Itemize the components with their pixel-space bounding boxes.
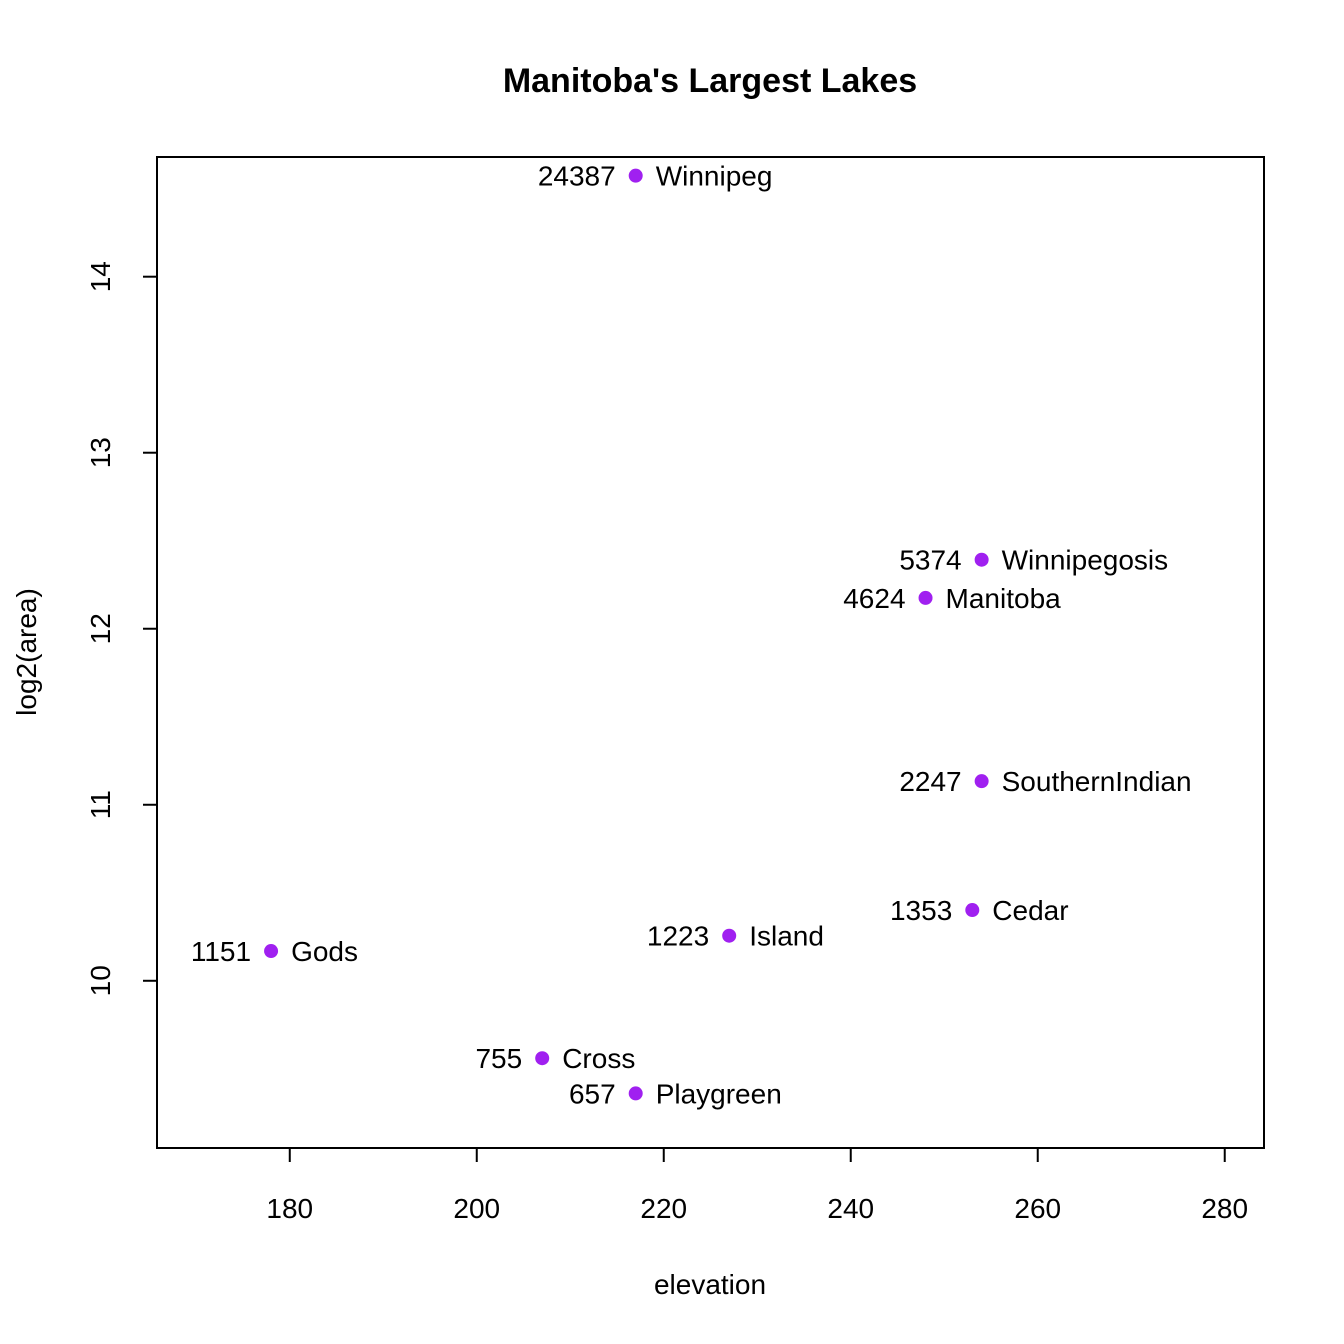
x-tick-label: 200: [453, 1193, 500, 1224]
point-area-label: 5374: [899, 545, 961, 576]
point-area-label: 657: [569, 1078, 616, 1109]
data-point: [535, 1051, 550, 1066]
point-area-label: 755: [475, 1043, 522, 1074]
data-point: [974, 552, 989, 567]
x-axis: 180 200 220 240 260 280: [266, 1147, 1248, 1224]
x-axis-label: elevation: [654, 1269, 766, 1300]
point-name-label: Cedar: [992, 895, 1068, 926]
plot-frame: [156, 156, 1265, 1149]
x-tick-label: 180: [266, 1193, 313, 1224]
chart-title: Manitoba's Largest Lakes: [503, 62, 917, 100]
point-name-label: Manitoba: [946, 583, 1062, 614]
data-point: [918, 590, 933, 605]
point-name-label: Playgreen: [656, 1078, 782, 1109]
point-area-label: 2247: [899, 766, 961, 797]
y-axis-label: log2(area): [11, 588, 42, 716]
point-name-label: Gods: [291, 936, 358, 967]
point-area-label: 1353: [890, 895, 952, 926]
data-points: 24387 Winnipeg 5374 Winnipegosis 4624 Manitob…: [191, 161, 1192, 1110]
data-point: [264, 944, 279, 959]
data-point: [974, 774, 989, 789]
point-name-label: Winnipeg: [656, 161, 773, 192]
data-point: [722, 928, 737, 943]
point-area-label: 1223: [647, 921, 709, 952]
y-tick-label: 13: [85, 437, 116, 468]
point-name-label: Cross: [562, 1043, 635, 1074]
x-tick-label: 280: [1201, 1193, 1248, 1224]
point-area-label: 24387: [538, 161, 616, 192]
y-tick-label: 11: [85, 790, 116, 819]
y-tick-label: 14: [85, 261, 116, 292]
data-point: [965, 903, 980, 918]
point-name-label: Island: [749, 921, 824, 952]
y-axis: 10 11 12 13 14: [85, 261, 158, 996]
x-tick-label: 220: [640, 1193, 687, 1224]
x-tick-label: 260: [1014, 1193, 1061, 1224]
point-area-label: 4624: [843, 583, 905, 614]
point-name-label: Winnipegosis: [1002, 545, 1169, 576]
y-tick-label: 10: [85, 965, 116, 996]
data-point: [628, 168, 643, 183]
point-name-label: SouthernIndian: [1002, 766, 1192, 797]
y-tick-label: 12: [85, 613, 116, 644]
point-area-label: 1151: [191, 936, 251, 967]
data-point: [628, 1086, 643, 1101]
x-tick-label: 240: [827, 1193, 874, 1224]
